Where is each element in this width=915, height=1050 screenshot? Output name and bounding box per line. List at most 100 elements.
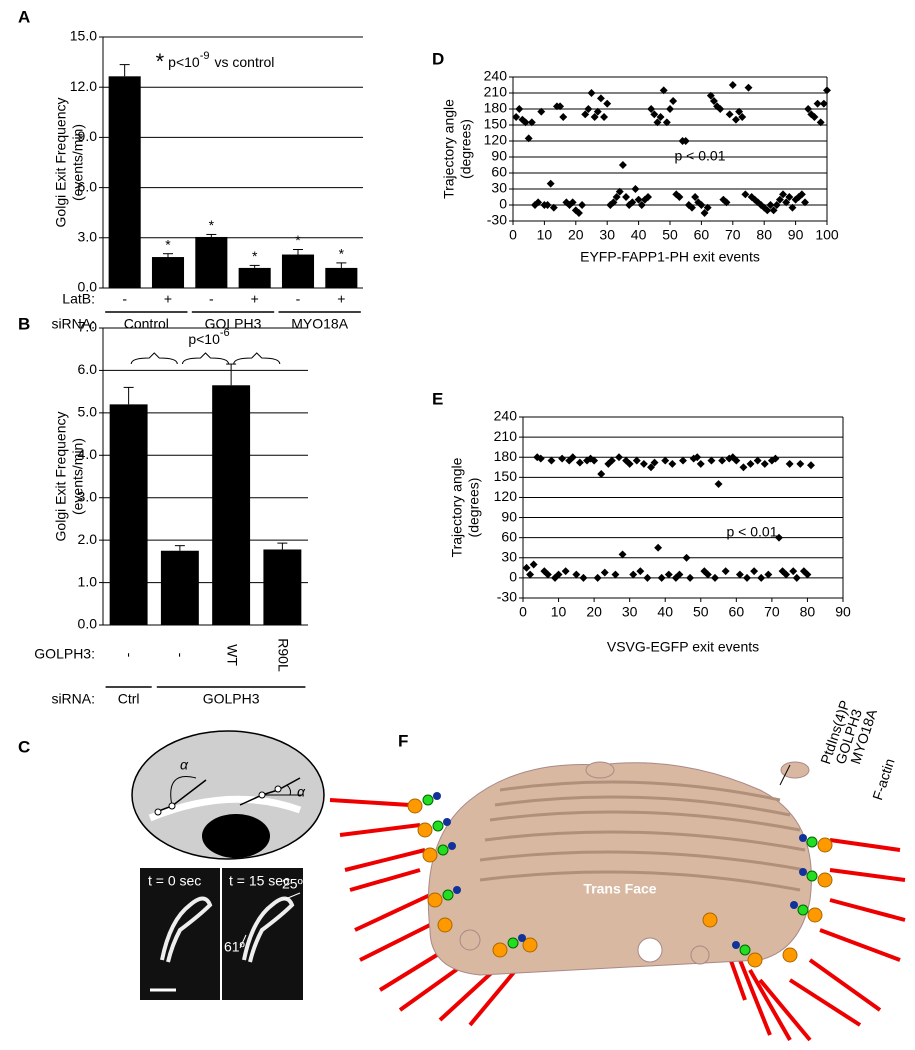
- x-tick-label: 60: [729, 604, 745, 620]
- micrographs: [140, 868, 303, 1000]
- data-point: [612, 193, 621, 201]
- group-label: GOLPH3: [203, 691, 260, 707]
- y-tick-label: 240: [484, 68, 508, 84]
- data-point: [547, 456, 556, 465]
- angle-label: 25º: [282, 876, 303, 892]
- data-point: [772, 201, 781, 209]
- group-label: Control: [124, 316, 169, 332]
- y-tick-label: 5.0: [78, 404, 98, 420]
- category-label: +: [337, 291, 345, 307]
- data-point: [643, 573, 652, 582]
- category-label: -: [296, 291, 301, 307]
- x-tick-label: 60: [694, 227, 710, 243]
- data-point: [522, 563, 531, 572]
- y-tick-label: 6.0: [78, 361, 98, 377]
- annotation: * p<10-9 vs control: [156, 49, 275, 74]
- data-point: [807, 461, 815, 470]
- y-axis-label: Golgi Exit Frequency: [53, 98, 69, 228]
- category-label: -: [122, 653, 138, 658]
- x-tick-label: 50: [693, 604, 709, 620]
- row-label: siRNA:: [51, 316, 95, 332]
- data-point: [639, 459, 648, 468]
- legend-label: F-actin: [869, 756, 897, 802]
- y-tick-label: 90: [501, 508, 517, 524]
- data-point: [579, 573, 588, 582]
- y-tick-label: 0.0: [78, 616, 98, 632]
- data-point: [575, 458, 584, 467]
- data-point: [789, 567, 798, 576]
- data-point: [681, 137, 690, 145]
- data-point: [593, 107, 602, 116]
- data-point: [750, 567, 759, 576]
- data-point: [593, 573, 602, 582]
- x-tick-label: 40: [657, 604, 673, 620]
- annotation-marker: *: [156, 49, 165, 74]
- x-tick-label: 90: [835, 604, 851, 620]
- category-label: -: [122, 291, 127, 307]
- x-tick-label: 50: [662, 227, 678, 243]
- panel-label: F: [398, 731, 408, 750]
- data-point: [703, 203, 712, 212]
- data-point: [721, 567, 730, 576]
- data-point: [629, 570, 638, 579]
- data-point: [682, 553, 691, 562]
- x-tick-label: 70: [725, 227, 741, 243]
- data-point: [600, 568, 609, 577]
- time-label: t = 15 sec: [229, 873, 290, 889]
- y-axis-label: (degrees): [458, 119, 474, 179]
- y-tick-label: 180: [484, 100, 508, 116]
- y-tick-label: 120: [484, 132, 508, 148]
- data-point: [764, 570, 773, 579]
- data-point: [636, 567, 645, 576]
- data-point: [631, 185, 640, 193]
- y-tick-label: 7.0: [78, 319, 98, 335]
- data-point: [611, 570, 620, 579]
- data-point: [618, 550, 627, 559]
- data-point: [549, 203, 558, 212]
- data-point: [578, 201, 587, 209]
- data-point: [657, 573, 666, 582]
- y-tick-label: 30: [501, 548, 517, 564]
- data-point: [792, 573, 801, 582]
- y-tick-label: 15.0: [70, 28, 97, 44]
- x-tick-label: 10: [551, 604, 567, 620]
- y-tick-label: 2.0: [78, 531, 98, 547]
- data-point: [696, 459, 705, 468]
- x-axis-label: EYFP-FAPP1-PH exit events: [580, 249, 760, 265]
- y-axis-label: (degrees): [466, 478, 482, 538]
- y-tick-label: 210: [494, 428, 518, 444]
- annotation-text: p<10: [188, 331, 220, 347]
- x-axis-label: VSVG-EGFP exit events: [607, 639, 759, 655]
- data-point: [529, 560, 538, 569]
- data-point: [686, 573, 695, 582]
- y-tick-label: -30: [487, 212, 507, 228]
- data-point: [587, 89, 596, 97]
- panel-label: E: [432, 389, 443, 408]
- y-tick-label: 1.0: [78, 573, 98, 589]
- data-point: [691, 193, 700, 201]
- data-point: [526, 570, 535, 579]
- y-tick-label: 180: [494, 448, 518, 464]
- y-tick-label: 90: [491, 148, 507, 164]
- row-label: LatB:: [62, 291, 95, 307]
- data-point: [666, 105, 674, 113]
- data-point: [634, 195, 643, 204]
- group-label: Ctrl: [118, 691, 140, 707]
- y-tick-label: 210: [484, 84, 508, 100]
- data-point: [632, 456, 641, 465]
- x-tick-label: 0: [509, 227, 517, 243]
- data-point: [757, 573, 766, 582]
- data-point: [515, 105, 524, 113]
- x-tick-label: 20: [586, 604, 602, 620]
- y-tick-label: 30: [491, 180, 507, 196]
- data-point: [763, 206, 772, 215]
- angle-symbol: α: [297, 784, 306, 800]
- data-point: [615, 453, 623, 462]
- annotation-suffix: vs control: [214, 54, 274, 70]
- bar: [151, 257, 185, 288]
- y-tick-label: 4.0: [78, 446, 98, 462]
- category-label: R90L: [276, 638, 292, 672]
- data-point: [718, 456, 727, 465]
- y-tick-label: 9.0: [78, 128, 98, 144]
- y-tick-label: 150: [484, 116, 508, 132]
